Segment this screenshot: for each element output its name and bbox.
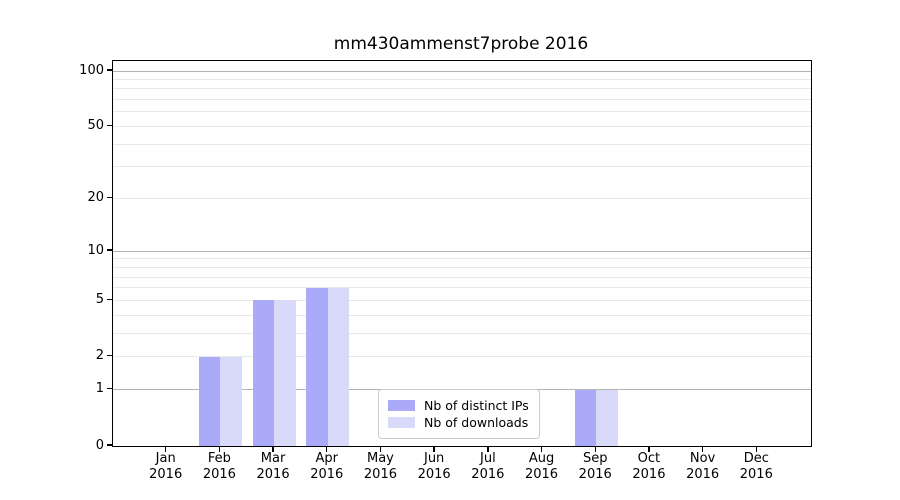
gridline-minor <box>113 78 811 80</box>
y-tick-mark <box>107 444 112 446</box>
x-tick-label-mar: Mar 2016 <box>256 451 290 482</box>
x-tick-label-oct: Oct 2016 <box>632 451 666 482</box>
gridline-minor <box>113 299 811 301</box>
x-tick-label-jan: Jan 2016 <box>149 451 183 482</box>
bar-distinct-ips-mar <box>252 300 275 446</box>
gridline-minor <box>113 266 811 268</box>
gridline-minor <box>113 126 811 128</box>
x-tick-mark <box>755 446 757 452</box>
x-tick-label-apr: Apr 2016 <box>310 451 344 482</box>
x-tick-mark <box>164 446 167 452</box>
x-tick-label-jun: Jun 2016 <box>417 451 451 482</box>
y-tick-mark <box>107 69 112 71</box>
x-tick-mark <box>218 446 221 452</box>
gridline-major <box>113 250 811 252</box>
x-tick-mark <box>433 446 435 452</box>
plot-area: Nb of distinct IPs Nb of downloads <box>112 60 812 447</box>
chart-title: mm430ammenst7probe 2016 <box>333 34 589 54</box>
y-tick-label: 2 <box>95 348 104 364</box>
gridline-minor <box>113 314 811 316</box>
y-tick-label: 20 <box>87 190 104 206</box>
x-tick-mark <box>594 446 596 452</box>
bar-downloads-apr <box>327 287 350 446</box>
y-tick-mark <box>107 196 112 199</box>
x-tick-mark <box>540 446 543 452</box>
legend: Nb of distinct IPs Nb of downloads <box>378 389 540 439</box>
x-tick-mark <box>326 446 328 452</box>
legend-swatch-downloads <box>388 417 415 428</box>
bar-downloads-sep <box>596 389 618 446</box>
legend-item-distinct-ips: Nb of distinct IPs <box>388 397 529 414</box>
x-tick-label-may: May 2016 <box>363 451 397 482</box>
legend-label-downloads: Nb of downloads <box>424 415 529 430</box>
y-tick-mark <box>107 387 112 390</box>
x-tick-label-aug: Aug 2016 <box>524 451 559 482</box>
y-tick-label: 1 <box>95 381 104 397</box>
gridline-minor <box>113 88 811 90</box>
legend-label-distinct-ips: Nb of distinct IPs <box>424 398 529 413</box>
gridline-minor <box>113 276 811 278</box>
y-tick-label: 100 <box>79 62 104 78</box>
bar-distinct-ips-feb <box>198 356 221 446</box>
gridline-minor <box>113 143 811 145</box>
x-tick-label-sep: Sep 2016 <box>578 451 612 482</box>
gridline-minor <box>113 198 811 200</box>
y-tick-mark <box>107 355 112 357</box>
gridline-minor <box>113 166 811 168</box>
x-tick-mark <box>648 446 650 452</box>
bar-distinct-ips-sep <box>574 389 597 446</box>
bar-downloads-feb <box>220 356 242 446</box>
gridline-minor <box>113 258 811 260</box>
gridline-minor <box>113 99 811 101</box>
y-tick-label: 50 <box>87 118 104 134</box>
x-tick-label-feb: Feb 2016 <box>202 451 236 482</box>
y-tick-mark <box>107 298 112 301</box>
x-tick-mark <box>701 446 704 452</box>
legend-item-downloads: Nb of downloads <box>388 414 529 431</box>
x-tick-label-jul: Jul 2016 <box>471 451 505 482</box>
bar-distinct-ips-apr <box>306 287 328 446</box>
y-tick-label: 0 <box>95 437 104 453</box>
gridline-minor <box>113 356 811 358</box>
gridline-minor <box>113 287 811 289</box>
x-tick-mark <box>272 446 274 452</box>
gridline-minor <box>113 111 811 113</box>
y-tick-label: 10 <box>87 242 104 258</box>
y-tick-mark <box>107 249 112 251</box>
gridline-major <box>113 70 811 72</box>
x-tick-mark <box>487 446 489 452</box>
x-tick-mark <box>379 446 382 452</box>
gridline-minor <box>113 332 811 334</box>
x-tick-label-nov: Nov 2016 <box>686 451 720 482</box>
x-tick-label-dec: Dec 2016 <box>739 451 773 482</box>
y-tick-mark <box>107 124 112 127</box>
legend-swatch-distinct-ips <box>388 400 415 411</box>
bar-downloads-mar <box>274 300 296 446</box>
y-tick-label: 5 <box>95 291 104 307</box>
